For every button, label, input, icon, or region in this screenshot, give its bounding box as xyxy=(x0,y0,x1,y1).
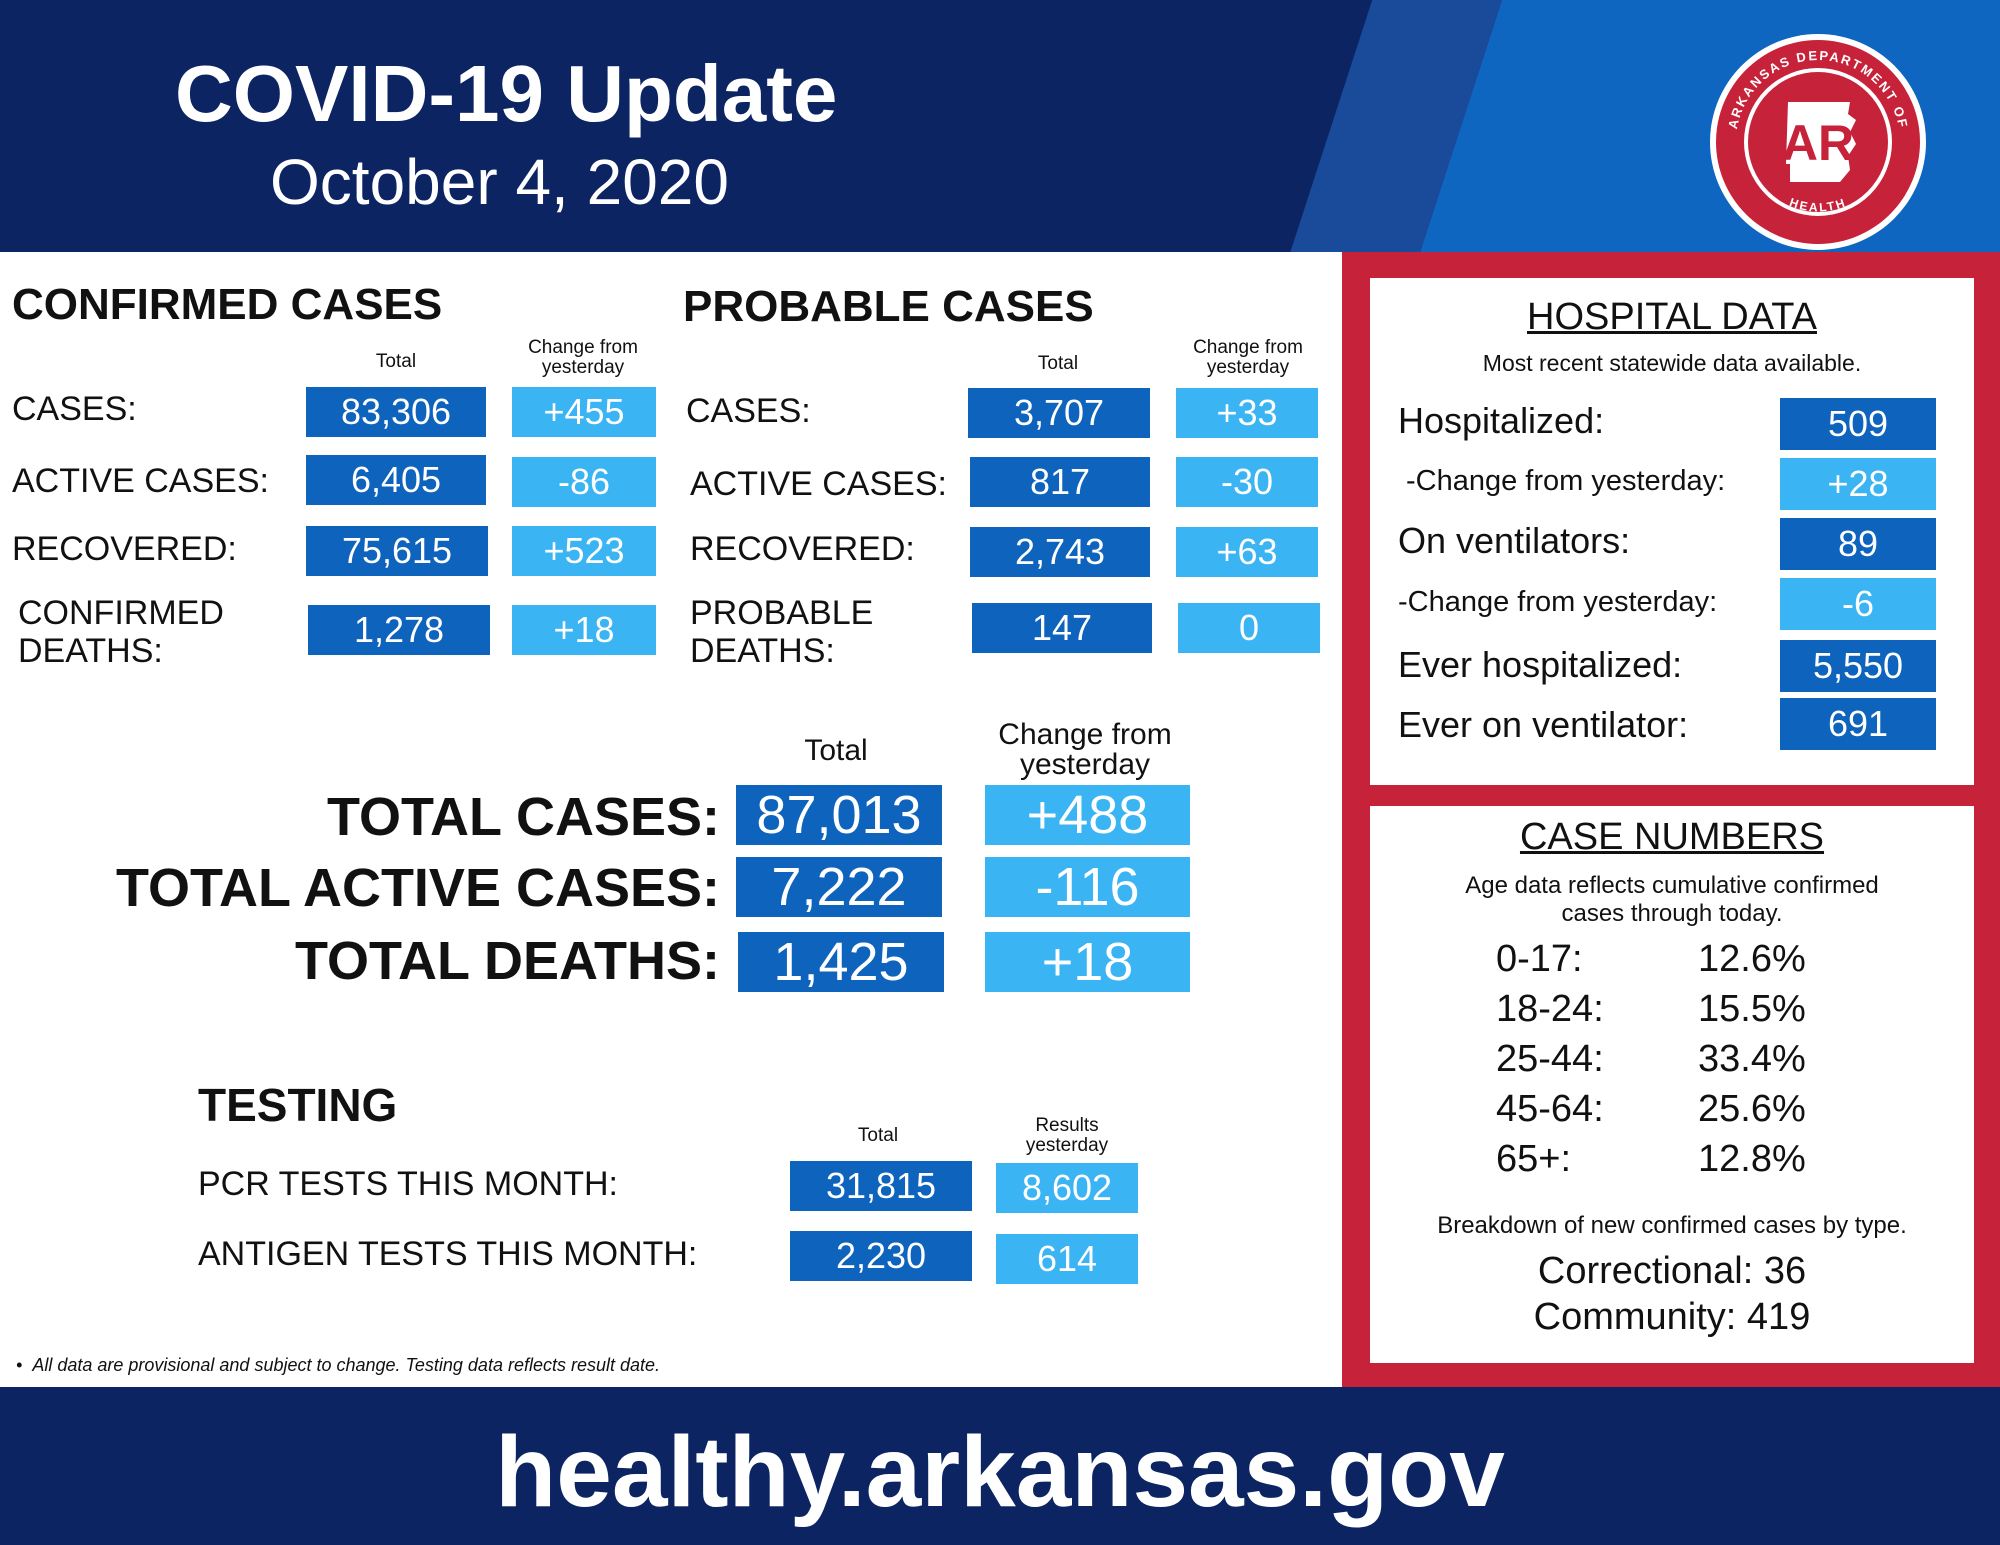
probable-active-total: 817 xyxy=(970,457,1150,507)
case-numbers-panel: CASE NUMBERS Age data reflects cumulativ… xyxy=(1370,806,1974,1363)
confirmed-deaths-change: +18 xyxy=(512,605,656,655)
bullet-icon: • xyxy=(16,1355,33,1375)
community-count: Community: 419 xyxy=(1533,1296,1811,1338)
confirmed-row-label: CONFIRMED DEATHS: xyxy=(18,594,224,670)
age-percent: 12.8% xyxy=(1698,1138,1806,1180)
header-banner: COVID-19 Update October 4, 2020 AR ARKAN… xyxy=(0,0,2000,252)
totals-row-label: TOTAL CASES: xyxy=(326,787,720,847)
age-range: 25-44: xyxy=(1496,1038,1604,1080)
probable-row-label: ACTIVE CASES: xyxy=(690,465,947,503)
totals-row-label: TOTAL ACTIVE CASES: xyxy=(115,858,720,918)
confirmed-col-change: Change from yesterday xyxy=(528,337,638,378)
hospitalized-change-value: +28 xyxy=(1780,458,1936,510)
probable-deaths-total: 147 xyxy=(972,603,1152,653)
hospital-row-label: Hospitalized: xyxy=(1398,400,1605,441)
antigen-tests-total: 2,230 xyxy=(790,1231,972,1281)
ever-hospitalized-value: 5,550 xyxy=(1780,640,1936,692)
website-link[interactable]: healthy.arkansas.gov xyxy=(495,1416,1505,1528)
confirmed-heading: CONFIRMED CASES xyxy=(12,280,443,329)
confirmed-row-label: CASES: xyxy=(12,390,137,428)
pcr-tests-results: 8,602 xyxy=(996,1163,1138,1213)
total-cases-total: 87,013 xyxy=(736,785,942,845)
correctional-count: Correctional: 36 xyxy=(1537,1250,1807,1292)
logo-text-bottom: HEALTH xyxy=(1788,195,1847,214)
case-numbers-heading: CASE NUMBERS xyxy=(1519,816,1825,858)
hospital-subheading: Most recent statewide data available. xyxy=(1482,350,1862,376)
case-numbers-note: cases through today. xyxy=(1561,900,1783,927)
ever-ventilator-value: 691 xyxy=(1780,698,1936,750)
logo-mark: AR xyxy=(1782,115,1854,171)
pcr-tests-total: 31,815 xyxy=(790,1161,972,1211)
ventilators-change-value: -6 xyxy=(1780,578,1936,630)
totals-row-label: TOTAL DEATHS: xyxy=(295,931,720,991)
probable-active-change: -30 xyxy=(1176,457,1318,507)
total-cases-change: +488 xyxy=(985,785,1190,845)
age-range: 65+: xyxy=(1496,1138,1572,1180)
page-date: October 4, 2020 xyxy=(270,146,729,218)
confirmed-col-total: Total xyxy=(375,351,417,372)
hospital-row-label: -Change from yesterday: xyxy=(1398,586,1718,618)
confirmed-cases-total: 83,306 xyxy=(306,387,486,437)
hospitalized-value: 509 xyxy=(1780,398,1936,450)
confirmed-active-total: 6,405 xyxy=(306,455,486,505)
probable-deaths-change: 0 xyxy=(1178,603,1320,653)
age-range: 18-24: xyxy=(1496,988,1604,1030)
testing-heading: TESTING xyxy=(198,1079,398,1131)
adh-logo: AR ARKANSAS DEPARTMENT OF HEALTH xyxy=(1710,34,1926,250)
hospital-data-panel: HOSPITAL DATA Most recent statewide data… xyxy=(1370,278,1974,785)
hospital-row-label: -Change from yesterday: xyxy=(1406,465,1726,497)
confirmed-active-change: -86 xyxy=(512,457,656,507)
total-deaths-total: 1,425 xyxy=(738,932,944,992)
footnote: • All data are provisional and subject t… xyxy=(16,1355,660,1376)
svg-text:HEALTH: HEALTH xyxy=(1788,195,1849,214)
probable-row-label: CASES: xyxy=(686,392,811,430)
confirmed-row-label: RECOVERED: xyxy=(12,530,237,568)
testing-row-label: ANTIGEN TESTS THIS MONTH: xyxy=(198,1235,698,1273)
probable-heading: PROBABLE CASES xyxy=(683,282,1094,331)
footer-banner xyxy=(0,1387,2000,1545)
page-title: COVID-19 Update xyxy=(175,49,838,138)
testing-col-total: Total xyxy=(857,1125,899,1146)
totals-col-total: Total xyxy=(804,734,868,767)
footnote-text: All data are provisional and subject to … xyxy=(32,1355,661,1375)
age-range: 0-17: xyxy=(1496,938,1583,980)
confirmed-recovered-change: +523 xyxy=(512,526,656,576)
hospital-row-label: Ever hospitalized: xyxy=(1398,644,1683,685)
total-active-total: 7,222 xyxy=(736,857,942,917)
confirmed-cases-change: +455 xyxy=(512,387,656,437)
totals-col-change: Change from yesterday xyxy=(998,718,1172,781)
probable-cases-total: 3,707 xyxy=(968,388,1150,438)
probable-row-label: PROBABLE DEATHS: xyxy=(690,594,874,670)
confirmed-row-label: ACTIVE CASES: xyxy=(12,462,269,500)
testing-row-label: PCR TESTS THIS MONTH: xyxy=(198,1165,619,1203)
testing-col-results: Results yesterday xyxy=(1025,1115,1109,1156)
ventilators-value: 89 xyxy=(1780,518,1936,570)
total-deaths-change: +18 xyxy=(985,932,1190,992)
age-percent: 33.4% xyxy=(1698,1038,1806,1080)
confirmed-recovered-total: 75,615 xyxy=(306,526,488,576)
probable-recovered-change: +63 xyxy=(1176,527,1318,577)
antigen-tests-results: 614 xyxy=(996,1234,1138,1284)
case-numbers-note: Age data reflects cumulative confirmed xyxy=(1465,872,1879,899)
hospital-row-label: On ventilators: xyxy=(1398,520,1631,561)
probable-col-change: Change from yesterday xyxy=(1193,337,1303,378)
probable-cases-change: +33 xyxy=(1176,388,1318,438)
breakdown-note: Breakdown of new confirmed cases by type… xyxy=(1437,1212,1907,1239)
hospital-heading: HOSPITAL DATA xyxy=(1527,296,1817,338)
probable-col-total: Total xyxy=(1037,353,1079,374)
probable-row-label: RECOVERED: xyxy=(690,530,915,568)
age-percent: 25.6% xyxy=(1698,1088,1806,1130)
age-percent: 15.5% xyxy=(1698,988,1806,1030)
age-range: 45-64: xyxy=(1496,1088,1604,1130)
probable-recovered-total: 2,743 xyxy=(970,527,1150,577)
hospital-row-label: Ever on ventilator: xyxy=(1398,704,1689,745)
confirmed-deaths-total: 1,278 xyxy=(308,605,490,655)
age-percent: 12.6% xyxy=(1698,938,1806,980)
total-active-change: -116 xyxy=(985,857,1190,917)
